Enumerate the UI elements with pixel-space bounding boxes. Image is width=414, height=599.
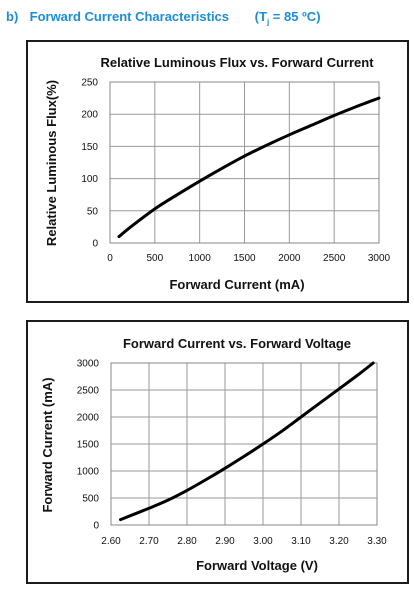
x-tick-label: 3.20 xyxy=(329,536,349,547)
x-tick-label: 2.90 xyxy=(215,536,235,547)
temperature-condition-close: = 85 ºC) xyxy=(269,9,321,24)
y-tick-label: 1500 xyxy=(77,440,100,451)
y-tick-label: 100 xyxy=(81,174,98,185)
chart-panel-forward-voltage: Forward Current vs. Forward Voltage 2.60… xyxy=(26,320,409,584)
x-tick-label: 2.70 xyxy=(139,536,159,547)
temperature-condition: (Tj = 85 ºC) xyxy=(254,9,321,27)
y-tick-labels: 0 50 100 150 200 250 xyxy=(81,78,98,250)
x-tick-label: 1000 xyxy=(189,253,212,264)
gridlines xyxy=(109,81,380,244)
section-heading: b) Forward Current Characteristics (Tj =… xyxy=(6,9,321,29)
chart-title: Relative Luminous Flux vs. Forward Curre… xyxy=(100,55,374,70)
x-tick-label: 0 xyxy=(107,253,113,264)
chart-forward-voltage: Forward Current vs. Forward Voltage 2.60… xyxy=(40,336,387,573)
temperature-condition-subscript: j xyxy=(266,17,270,27)
x-tick-label: 3.10 xyxy=(291,536,311,547)
y-tick-label: 250 xyxy=(81,78,98,89)
chart-title: Forward Current vs. Forward Voltage xyxy=(123,336,351,351)
x-tick-label: 3.00 xyxy=(253,536,273,547)
y-tick-label: 150 xyxy=(81,142,98,153)
x-tick-label: 2.80 xyxy=(177,536,197,547)
y-tick-label: 500 xyxy=(82,494,99,505)
y-tick-label: 2500 xyxy=(77,386,100,397)
gridlines xyxy=(110,362,378,526)
x-tick-label: 1500 xyxy=(233,253,256,264)
y-tick-label: 3000 xyxy=(77,359,100,370)
x-axis-label: Forward Current (mA) xyxy=(169,277,304,292)
x-tick-label: 500 xyxy=(146,253,163,264)
y-tick-label: 2000 xyxy=(77,413,100,424)
y-tick-label: 50 xyxy=(87,206,99,217)
x-tick-label: 3.30 xyxy=(367,536,387,547)
x-axis-label: Forward Voltage (V) xyxy=(196,558,318,573)
y-tick-label: 200 xyxy=(81,110,98,121)
x-tick-label: 2500 xyxy=(323,253,346,264)
y-tick-label: 1000 xyxy=(77,467,100,478)
y-axis-label: Relative Luminous Flux(%) xyxy=(44,80,59,246)
y-axis-label: Forward Current (mA) xyxy=(40,377,55,512)
x-tick-labels: 0 500 1000 1500 2000 2500 3000 xyxy=(107,253,390,264)
x-tick-label: 3000 xyxy=(368,253,391,264)
y-tick-labels: 0 500 1000 1500 2000 2500 3000 xyxy=(77,359,100,532)
series-line xyxy=(119,361,375,522)
series-line xyxy=(117,96,381,239)
x-tick-label: 2.60 xyxy=(101,536,121,547)
plot-area xyxy=(109,81,380,244)
chart-luminous-flux: Relative Luminous Flux vs. Forward Curre… xyxy=(44,55,391,292)
chart-panel-luminous-flux: Relative Luminous Flux vs. Forward Curre… xyxy=(26,40,409,303)
section-title: Forward Current Characteristics xyxy=(29,9,230,24)
section-label: b) xyxy=(6,9,19,24)
x-tick-labels: 2.60 2.70 2.80 2.90 3.00 3.10 3.20 3.30 xyxy=(101,536,387,547)
y-tick-label: 0 xyxy=(92,239,98,250)
temperature-condition-open: (T xyxy=(254,9,267,24)
plot-area xyxy=(110,362,378,526)
x-tick-label: 2000 xyxy=(278,253,301,264)
y-tick-label: 0 xyxy=(93,521,99,532)
